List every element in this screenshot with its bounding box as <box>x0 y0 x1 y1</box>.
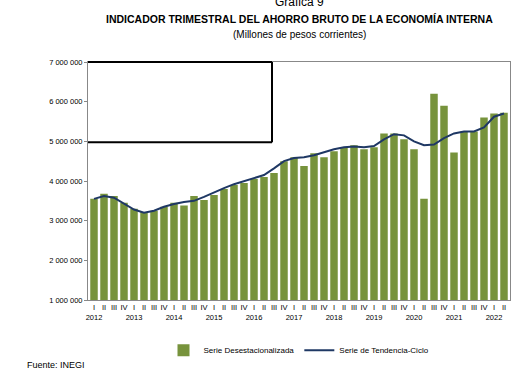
svg-text:7 000 000: 7 000 000 <box>49 58 82 67</box>
svg-text:II: II <box>182 303 186 312</box>
svg-text:II: II <box>222 303 226 312</box>
svg-text:IV: IV <box>200 303 207 312</box>
svg-text:III: III <box>391 303 397 312</box>
svg-text:IV: IV <box>360 303 367 312</box>
svg-text:II: II <box>462 303 466 312</box>
svg-text:IV: IV <box>480 303 487 312</box>
svg-text:IV: IV <box>160 303 167 312</box>
svg-text:I2013: I2013 <box>126 303 143 322</box>
svg-text:IV: IV <box>120 303 127 312</box>
svg-text:1 000 000: 1 000 000 <box>49 296 82 305</box>
svg-text:Fuente: INEGI: Fuente: INEGI <box>27 360 85 370</box>
svg-text:III: III <box>271 303 277 312</box>
svg-text:II: II <box>422 303 426 312</box>
svg-text:III: III <box>111 303 117 312</box>
svg-text:II: II <box>102 303 106 312</box>
svg-text:I2018: I2018 <box>326 303 343 322</box>
svg-text:I2022: I2022 <box>486 303 503 322</box>
svg-text:Serie de Tendencia-Ciclo: Serie de Tendencia-Ciclo <box>339 346 428 355</box>
svg-text:I2017: I2017 <box>286 303 303 322</box>
svg-text:5 000 000: 5 000 000 <box>49 137 82 146</box>
svg-text:III: III <box>151 303 157 312</box>
svg-text:INDICADOR TRIMESTRAL DEL AHORR: INDICADOR TRIMESTRAL DEL AHORRO BRUTO DE… <box>106 13 493 25</box>
svg-text:IV: IV <box>320 303 327 312</box>
svg-text:I2014: I2014 <box>166 303 183 322</box>
svg-text:Serie Desestacionalizada: Serie Desestacionalizada <box>204 346 295 355</box>
svg-text:I2019: I2019 <box>366 303 383 322</box>
svg-text:3 000 000: 3 000 000 <box>49 216 82 225</box>
svg-text:III: III <box>191 303 197 312</box>
svg-text:IV: IV <box>240 303 247 312</box>
svg-text:II: II <box>262 303 266 312</box>
svg-text:II: II <box>382 303 386 312</box>
svg-text:(Millones de pesos corrientes): (Millones de pesos corrientes) <box>233 29 366 40</box>
svg-text:Gráfica 9: Gráfica 9 <box>275 0 324 9</box>
svg-text:II: II <box>502 303 506 312</box>
svg-text:IV: IV <box>280 303 287 312</box>
svg-text:III: III <box>431 303 437 312</box>
svg-text:IV: IV <box>440 303 447 312</box>
svg-text:II: II <box>302 303 306 312</box>
svg-text:III: III <box>231 303 237 312</box>
svg-text:I2012: I2012 <box>86 303 103 322</box>
svg-text:I2015: I2015 <box>206 303 223 322</box>
svg-text:IV: IV <box>400 303 407 312</box>
svg-text:I2016: I2016 <box>246 303 263 322</box>
svg-text:I2020: I2020 <box>406 303 423 322</box>
svg-text:2 000 000: 2 000 000 <box>49 256 82 265</box>
svg-text:4 000 000: 4 000 000 <box>49 177 82 186</box>
svg-text:II: II <box>142 303 146 312</box>
svg-text:6 000 000: 6 000 000 <box>49 97 82 106</box>
svg-text:III: III <box>311 303 317 312</box>
svg-text:I2021: I2021 <box>446 303 463 322</box>
svg-text:II: II <box>342 303 346 312</box>
svg-text:III: III <box>351 303 357 312</box>
svg-text:III: III <box>471 303 477 312</box>
